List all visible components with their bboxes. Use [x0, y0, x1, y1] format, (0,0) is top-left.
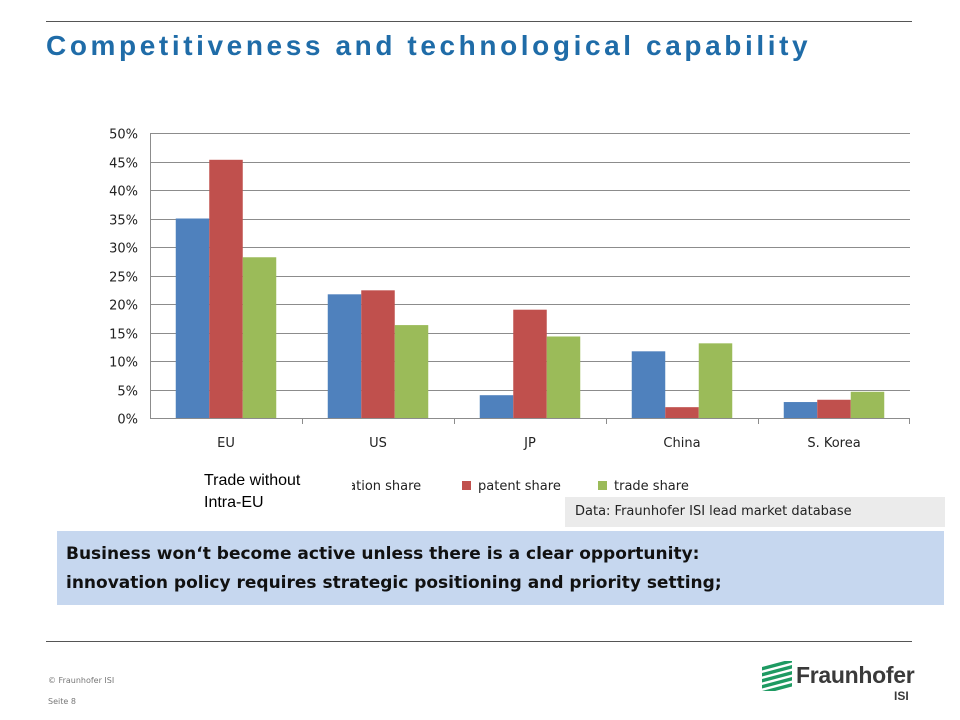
- footer-page-number: Seite 8: [48, 697, 76, 706]
- footer-copyright: © Fraunhofer ISI: [48, 676, 115, 685]
- legend-label: patent share: [478, 479, 561, 494]
- y-tick-label: 20%: [109, 299, 138, 314]
- logo-stripe: [762, 671, 792, 683]
- bar-chart: 0% 5% 10% 15% 20% 25% 30% 35% 40% 45% 50% EU US JP Chi…: [109, 128, 910, 494]
- legend-swatch: [598, 481, 607, 490]
- bar: [631, 351, 666, 418]
- bar: [665, 407, 699, 418]
- y-tick-label: 40%: [109, 185, 138, 200]
- bar: [479, 395, 514, 418]
- bar: [783, 402, 818, 418]
- data-source-note: Data: Fraunhofer ISI lead market databas…: [565, 497, 945, 527]
- legend-swatch: [462, 481, 471, 490]
- logo-stripe: [762, 661, 792, 671]
- bar: [209, 159, 243, 419]
- fraunhofer-logo: Fraunhofer ISI: [760, 660, 920, 710]
- y-tick-label: 25%: [109, 271, 138, 286]
- y-tick-label: 0%: [117, 413, 138, 428]
- x-tick-label: EU: [217, 436, 235, 451]
- slide-title: Competitiveness and technological capabi…: [46, 30, 812, 61]
- fraunhofer-logo-mark-icon: [762, 661, 792, 691]
- bar: [361, 290, 395, 418]
- x-tick-label: S. Korea: [807, 436, 860, 451]
- y-tick-label: 15%: [109, 328, 138, 343]
- top-rule: [46, 21, 912, 22]
- logo-stripe: [762, 683, 792, 691]
- bar: [175, 218, 210, 418]
- legend-label: trade share: [614, 479, 689, 494]
- y-tick-label: 50%: [109, 128, 138, 143]
- y-tick-label: 30%: [109, 242, 138, 257]
- bar: [242, 257, 277, 418]
- logo-wordmark: Fraunhofer: [796, 662, 915, 688]
- legend-label: cation share: [341, 479, 421, 494]
- key-message-line-2: innovation policy requires strategic pos…: [66, 573, 722, 593]
- trade-note: Trade without Intra-EU: [198, 466, 352, 524]
- logo-stripe: [762, 677, 792, 689]
- logo-subtitle: ISI: [894, 689, 909, 703]
- y-tick-label: 10%: [109, 356, 138, 371]
- y-tick-label: 5%: [117, 385, 138, 400]
- bar: [817, 399, 851, 418]
- bar: [546, 336, 581, 418]
- y-tick-label: 45%: [109, 157, 138, 172]
- bar: [327, 294, 362, 418]
- key-message-box: Business won‘t become active unless ther…: [57, 531, 944, 605]
- bar: [394, 325, 429, 418]
- x-tick-label: China: [663, 436, 700, 451]
- y-tick-label: 35%: [109, 214, 138, 229]
- bar: [850, 391, 885, 418]
- bar: [698, 343, 733, 418]
- x-tick-label: JP: [523, 436, 536, 451]
- logo-stripe: [762, 665, 792, 677]
- bar: [513, 309, 547, 418]
- key-message-line-1: Business won‘t become active unless ther…: [66, 544, 700, 564]
- bottom-rule: [46, 641, 912, 642]
- x-tick-label: US: [369, 436, 387, 451]
